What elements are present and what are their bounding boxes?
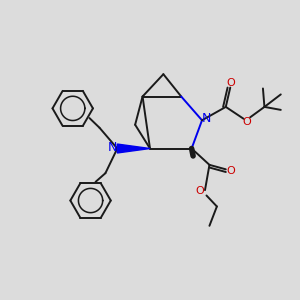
Text: O: O	[227, 166, 236, 176]
Text: O: O	[226, 77, 235, 88]
Polygon shape	[117, 144, 150, 153]
Text: N: N	[202, 112, 211, 125]
Text: O: O	[196, 186, 204, 196]
Text: N: N	[107, 141, 117, 154]
Text: O: O	[242, 117, 251, 128]
